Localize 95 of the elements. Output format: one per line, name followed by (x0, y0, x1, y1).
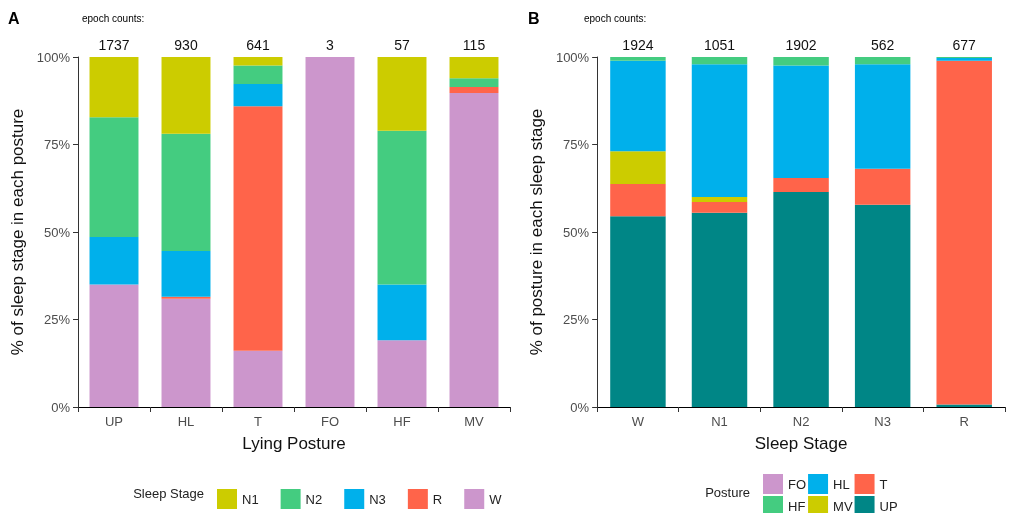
y-tick-label: 100% (36, 49, 71, 65)
bar (305, 57, 355, 407)
y-axis-title: % of posture in each sleep stage (527, 108, 546, 356)
x-tick-label: W (631, 414, 645, 429)
text: 1924 (622, 37, 654, 53)
text: 3 (326, 37, 335, 53)
y-tick-label: 100% (555, 49, 590, 65)
bar (854, 168, 911, 205)
x-axis-title: Lying Posture (242, 434, 346, 453)
x-tick-label: UP (104, 414, 124, 429)
bar (377, 57, 427, 131)
bar (691, 201, 748, 213)
y-tick-label: 25% (563, 312, 590, 327)
bar (691, 64, 748, 197)
legend-label: W (489, 491, 503, 507)
y-tick-label: 0% (570, 399, 590, 415)
text: 1051 (703, 37, 736, 53)
bar (610, 60, 666, 152)
bar (936, 60, 992, 405)
bar (161, 298, 211, 407)
text: A (8, 9, 20, 27)
bar (773, 57, 829, 66)
y-tick-label: 75% (43, 137, 71, 152)
bar (691, 212, 748, 407)
bar (854, 64, 911, 169)
bar (610, 57, 666, 61)
bar (89, 57, 139, 118)
legend-label: N3 (369, 491, 386, 507)
x-tick-label: MV (464, 414, 485, 429)
bar (377, 284, 427, 341)
bar (610, 151, 666, 185)
y-axis-title: % of sleep stage in each posture (7, 108, 27, 356)
bar (233, 65, 283, 84)
legend-label: T (879, 476, 888, 492)
bar (449, 78, 499, 88)
bar (773, 192, 829, 407)
legend-label: R (432, 491, 443, 507)
bar (233, 83, 283, 107)
y-tick-label: 75% (563, 137, 590, 152)
y-tick-label: 25% (43, 312, 71, 327)
bar (854, 204, 911, 407)
bar (691, 197, 748, 202)
legend-label: FO (788, 476, 807, 492)
bar (377, 130, 427, 285)
bar (449, 87, 499, 94)
bar (610, 216, 666, 407)
bar (161, 57, 211, 134)
text: 930 (174, 37, 198, 53)
bar (89, 236, 139, 285)
legend-label: UP (879, 498, 898, 513)
x-tick-label: R (959, 414, 969, 429)
legend-title: Sleep Stage (133, 486, 205, 501)
bar (449, 57, 499, 79)
legend-label: N2 (305, 491, 323, 507)
bar (377, 340, 427, 407)
bar (449, 93, 499, 407)
bar (610, 184, 666, 217)
text: epoch counts: (584, 12, 647, 24)
bar (89, 117, 139, 237)
text: 641 (246, 37, 270, 53)
text: epoch counts: (82, 12, 145, 24)
text: B (528, 9, 540, 27)
y-tick-label: 50% (563, 224, 590, 240)
bar (89, 284, 139, 407)
bar (233, 57, 283, 66)
x-tick-label: T (254, 414, 263, 429)
x-tick-label: HF (393, 414, 411, 429)
bar (773, 65, 829, 179)
bar (161, 250, 211, 297)
bar (233, 350, 283, 407)
legend-label: MV (833, 498, 853, 513)
x-tick-label: N2 (792, 414, 810, 429)
x-tick-label: HL (177, 414, 195, 429)
x-axis-title: Sleep Stage (754, 434, 848, 453)
bar (773, 178, 829, 193)
bar (854, 57, 911, 65)
text: 562 (870, 37, 895, 53)
legend-label: HL (833, 476, 850, 492)
legend-title: Posture (705, 485, 751, 500)
y-tick-label: 0% (51, 399, 71, 415)
legend-label: N1 (242, 491, 259, 507)
text: 1737 (98, 37, 130, 53)
bar (161, 133, 211, 251)
x-tick-label: FO (320, 414, 340, 429)
x-tick-label: N3 (874, 414, 891, 429)
text: 677 (952, 37, 977, 53)
y-tick-label: 50% (43, 224, 71, 240)
x-tick-label: N1 (711, 414, 728, 429)
bar (691, 57, 748, 65)
legend-label: HF (788, 498, 806, 513)
text: 115 (462, 37, 486, 53)
text: 1902 (785, 37, 817, 53)
bar (161, 296, 211, 299)
text: 57 (394, 37, 410, 53)
bar (233, 106, 283, 351)
